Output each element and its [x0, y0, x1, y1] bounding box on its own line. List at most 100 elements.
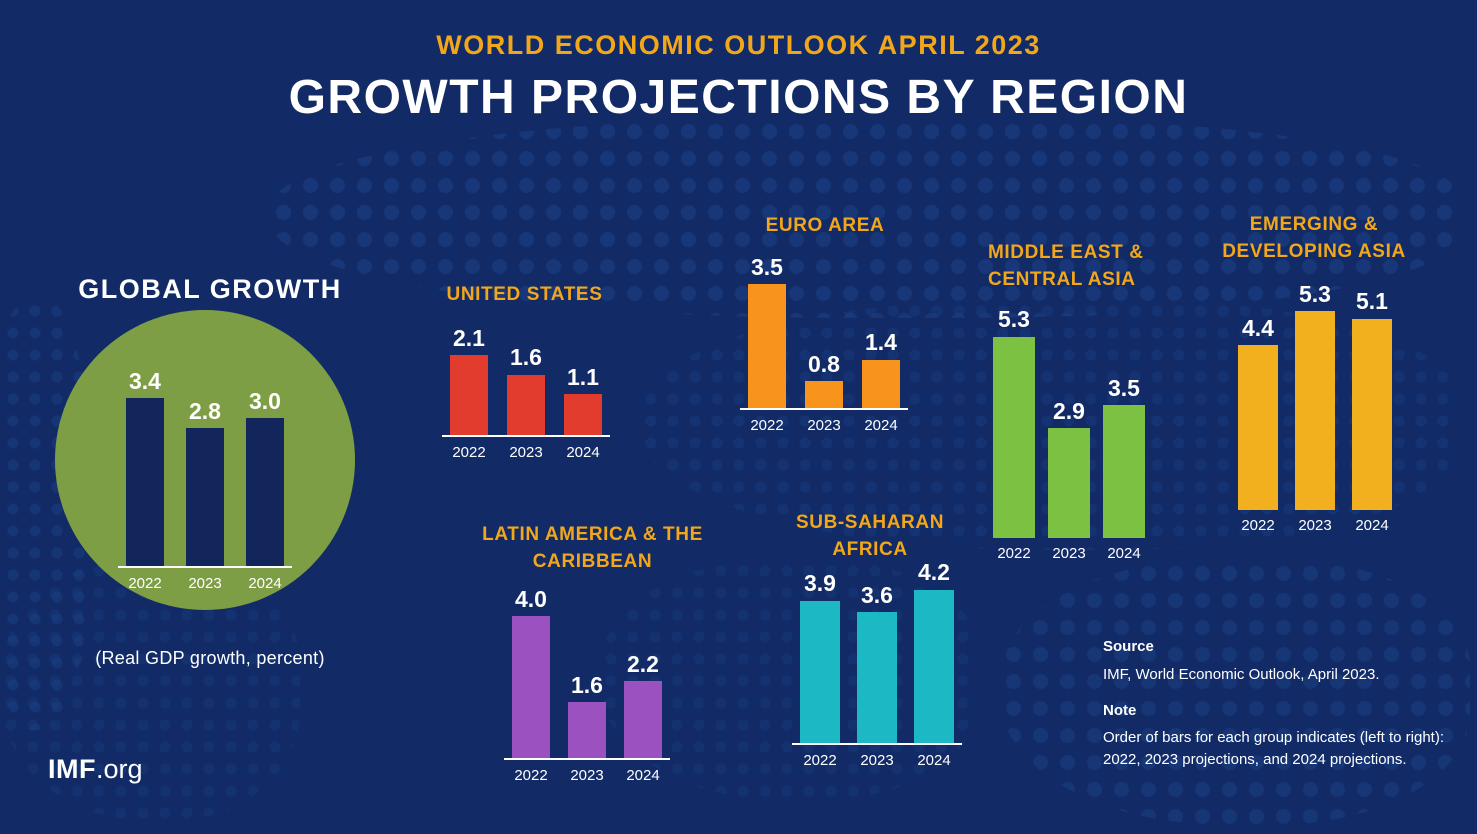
euro-area-chart: 3.5 2022 0.8 2023 1.4 2024 — [740, 246, 908, 436]
source-label: Source — [1103, 638, 1154, 655]
bar-value-label: 0.8 — [808, 350, 840, 377]
bar-column: 4.0 2022 — [512, 585, 550, 786]
year-label: 2024 — [626, 767, 660, 784]
middle-east-central-asia-chart: 5.3 2022 2.9 2023 3.5 2024 — [993, 302, 1145, 564]
bar-column: 2.8 2023 — [186, 398, 224, 594]
bar-value-label: 1.6 — [510, 344, 542, 371]
bar-column: 5.3 2023 — [1295, 280, 1335, 536]
bar — [914, 589, 954, 745]
bar — [862, 359, 900, 410]
united-states-chart: 2.1 2022 1.6 2023 1.1 2024 — [442, 318, 610, 463]
latin-america-caribbean-heading: LATIN AMERICA & THE CARIBBEAN — [482, 524, 703, 572]
bar-value-label: 1.1 — [567, 363, 599, 390]
bar — [246, 418, 284, 568]
bar — [805, 381, 843, 410]
bar-value-label: 5.3 — [1299, 280, 1331, 307]
year-label: 2022 — [128, 575, 162, 592]
middle-east-central-asia-heading: MIDDLE EAST & CENTRAL ASIA — [988, 242, 1144, 290]
bar — [512, 616, 550, 760]
bar — [1295, 311, 1335, 510]
bar-column: 0.8 2023 — [805, 350, 843, 436]
bar-value-label: 3.0 — [249, 387, 281, 414]
report-kicker: WORLD ECONOMIC OUTLOOK APRIL 2023 — [436, 30, 1041, 60]
euro-area-heading: EURO AREA — [765, 215, 885, 236]
note-label: Note — [1103, 701, 1137, 719]
year-label: 2024 — [917, 752, 951, 769]
year-label: 2023 — [570, 767, 604, 784]
year-label: 2022 — [1241, 517, 1275, 534]
bar-value-label: 3.5 — [1108, 374, 1140, 401]
bar — [857, 611, 897, 745]
imf-org-logo: IMF.org — [48, 754, 143, 785]
bar-value-label: 4.4 — [1242, 314, 1274, 341]
latin-america-caribbean-chart: 4.0 2022 1.6 2023 2.2 2024 — [504, 578, 670, 786]
bar — [1238, 345, 1278, 510]
year-label: 2023 — [860, 752, 894, 769]
imf-logo-rest: .org — [96, 754, 143, 784]
bar — [126, 398, 164, 568]
bar-value-label: 4.0 — [515, 585, 547, 612]
bar — [1103, 405, 1145, 538]
bar-column: 4.4 2022 — [1238, 314, 1278, 536]
bar-column: 4.2 2024 — [914, 560, 954, 771]
year-label: 2024 — [864, 417, 898, 434]
year-label: 2023 — [188, 575, 222, 592]
bar-column: 2.2 2024 — [624, 651, 662, 786]
bar — [450, 355, 488, 437]
year-label: 2023 — [1298, 517, 1332, 534]
year-label: 2023 — [807, 417, 841, 434]
imf-logo-bold: IMF — [48, 754, 96, 784]
bar-column: 1.6 2023 — [568, 672, 606, 786]
year-label: 2022 — [514, 767, 548, 784]
bar-column: 2.1 2022 — [450, 324, 488, 463]
bar — [1352, 318, 1392, 510]
bar-value-label: 5.1 — [1356, 288, 1388, 315]
global-growth-subtitle: (Real GDP growth, percent) — [95, 648, 325, 668]
emerging-developing-asia-chart: 4.4 2022 5.3 2023 5.1 2024 — [1238, 274, 1392, 536]
source-text: IMF, World Economic Outlook, April 2023. — [1103, 665, 1380, 683]
emerging-developing-asia-heading: EMERGING & DEVELOPING ASIA — [1222, 214, 1406, 262]
bar-column: 2.9 2023 — [1048, 397, 1090, 564]
year-label: 2022 — [803, 752, 837, 769]
bar-column: 3.6 2023 — [857, 581, 897, 771]
global-growth-chart: 3.4 2022 2.8 2023 3.0 2024 — [118, 364, 292, 594]
year-label: 2024 — [566, 444, 600, 461]
bar-value-label: 1.6 — [571, 672, 603, 699]
bar — [507, 374, 545, 437]
bar-value-label: 3.9 — [804, 570, 836, 597]
bar-value-label: 1.4 — [865, 329, 897, 356]
bar — [186, 428, 224, 568]
bar-column: 3.5 2024 — [1103, 374, 1145, 564]
page-title: GROWTH PROJECTIONS BY REGION — [288, 71, 1189, 124]
bar-value-label: 2.1 — [453, 324, 485, 351]
bar-value-label: 3.6 — [861, 581, 893, 608]
year-label: 2023 — [1052, 545, 1086, 562]
bar — [800, 600, 840, 745]
year-label: 2022 — [452, 444, 486, 461]
bar — [564, 394, 602, 437]
source-note-block: Source IMF, World Economic Outlook, Apri… — [1103, 636, 1448, 771]
bar-column: 1.1 2024 — [564, 363, 602, 463]
year-label: 2023 — [509, 444, 543, 461]
bar-column: 5.1 2024 — [1352, 289, 1392, 536]
bar — [1048, 427, 1090, 538]
sub-saharan-africa-chart: 3.9 2022 3.6 2023 4.2 2024 — [792, 553, 962, 771]
bar-value-label: 3.4 — [129, 367, 161, 394]
bar-value-label: 5.3 — [998, 306, 1030, 333]
sub-saharan-africa-heading: SUB-SAHARAN AFRICA — [795, 512, 945, 560]
united-states-heading: UNITED STATES — [446, 284, 603, 305]
bar-value-label: 2.9 — [1053, 397, 1085, 424]
bar-column: 3.9 2022 — [800, 571, 840, 771]
bar — [748, 284, 786, 410]
global-growth-heading: GLOBAL GROWTH — [78, 274, 342, 304]
bar — [993, 336, 1035, 538]
year-label: 2024 — [248, 575, 282, 592]
bar-column: 5.3 2022 — [993, 307, 1035, 564]
bar-column: 1.4 2024 — [862, 330, 900, 436]
bar — [624, 680, 662, 760]
bar-column: 1.6 2023 — [507, 345, 545, 463]
bar-value-label: 3.5 — [751, 253, 783, 280]
bar-column: 3.5 2022 — [748, 253, 786, 436]
note-text: Order of bars for each group indicates (… — [1103, 729, 1444, 768]
